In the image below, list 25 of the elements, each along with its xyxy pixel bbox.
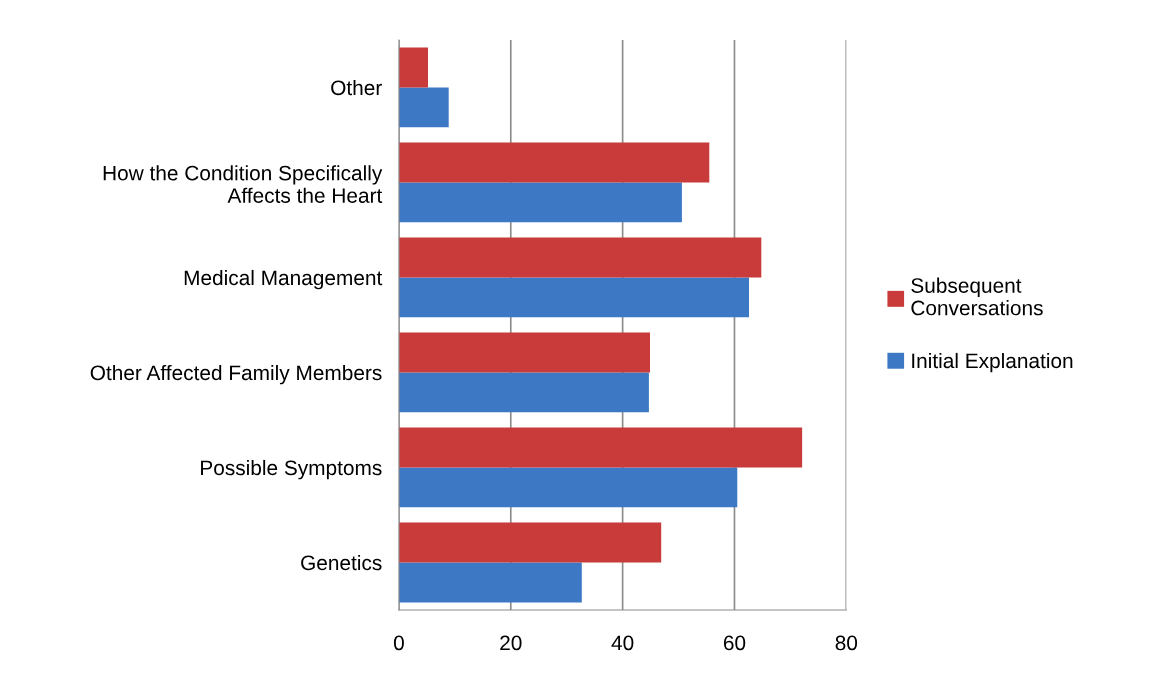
y-tick-label: Genetics (301, 554, 382, 571)
bar (398, 87, 449, 128)
bar (398, 182, 682, 223)
bar (398, 522, 662, 563)
bar (398, 372, 649, 413)
bar (398, 427, 803, 468)
legend-label: Subsequent Conversations (911, 277, 1043, 316)
x-tick-label: 40 (611, 635, 634, 651)
bar (398, 47, 429, 88)
y-tick-label: How the Condition Specifically Affects the Heart (103, 165, 383, 203)
bar (398, 237, 762, 278)
legend-label: Initial Explanation (912, 352, 1073, 373)
y-tick-label: Other (331, 79, 382, 96)
bar (398, 562, 582, 603)
y-tick-label: Possible Symptoms (201, 459, 382, 480)
y-tick-label: Medical Management (184, 269, 383, 290)
x-tick-label: 80 (835, 635, 858, 651)
bar (398, 277, 749, 318)
x-tick-label: 60 (723, 635, 746, 651)
bar (398, 332, 651, 373)
x-tick-label: 20 (500, 635, 522, 651)
bar (398, 467, 738, 508)
x-tick-label: 0 (393, 635, 404, 651)
bar (398, 142, 710, 183)
y-tick-label: Other Affected Family Members (90, 364, 382, 385)
